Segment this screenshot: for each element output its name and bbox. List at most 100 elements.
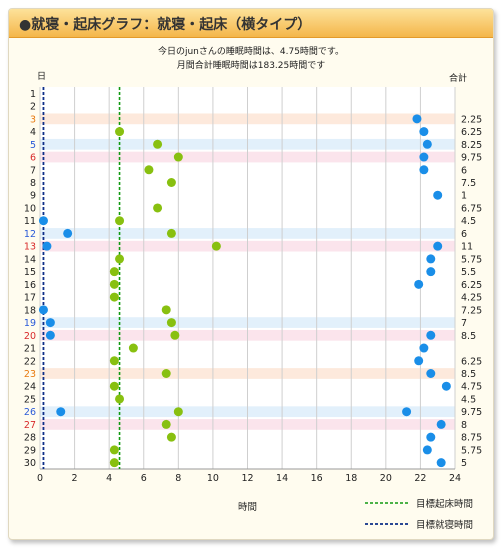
day-label: 22	[24, 356, 36, 367]
day-total-label: 5.75	[461, 254, 482, 265]
day-label: 17	[24, 293, 36, 304]
sleep-point	[412, 114, 422, 124]
day-label: 14	[24, 254, 36, 265]
wake-point	[109, 356, 119, 366]
day-label: 8	[30, 178, 36, 189]
x-tick-label: 6	[141, 473, 147, 484]
day-label: 5	[30, 140, 36, 151]
wake-point	[170, 330, 180, 340]
day-label: 23	[24, 369, 36, 380]
wake-point	[166, 178, 176, 187]
wake-point	[161, 419, 171, 429]
wake-point	[161, 305, 171, 315]
x-tick-label: 18	[345, 473, 357, 484]
day-total-label: 5.5	[461, 267, 476, 278]
sleep-point	[45, 318, 55, 328]
day-total-label: 7	[461, 318, 467, 329]
day-total-label: 8.5	[461, 369, 476, 380]
wake-point	[115, 394, 125, 404]
day-total-label: 11	[461, 242, 473, 253]
x-tick-label: 22	[414, 473, 426, 484]
day-label: 7	[30, 165, 36, 176]
day-label: 15	[24, 267, 36, 278]
sleep-point	[419, 165, 429, 175]
day-label: 25	[24, 394, 36, 405]
sleep-point	[426, 267, 436, 277]
day-label: 20	[24, 331, 36, 342]
day-label: 27	[24, 420, 36, 431]
day-total-label: 8.75	[461, 433, 482, 444]
wake-point	[173, 152, 183, 162]
sleep-today-summary: 今日のjunさんの睡眠時間は、4.75時間です。	[157, 47, 345, 57]
sleep-point	[433, 241, 443, 251]
day-label: 26	[24, 407, 36, 418]
day-total-label: 8.25	[461, 140, 482, 151]
wake-point	[109, 381, 119, 391]
sleep-point	[42, 241, 52, 251]
sleep-point	[38, 305, 48, 315]
x-tick-label: 20	[380, 473, 392, 484]
day-label: 30	[24, 458, 36, 469]
day-label: 24	[24, 382, 36, 393]
day-label: 29	[24, 445, 36, 456]
sleep-point	[441, 381, 451, 391]
wake-point	[166, 228, 176, 238]
day-label: 18	[24, 305, 36, 316]
day-label: 21	[24, 344, 36, 355]
day-total-label: 6.75	[461, 203, 482, 214]
day-total-label: 6	[461, 165, 467, 176]
sleep-point	[56, 407, 66, 417]
wake-point	[211, 241, 221, 251]
day-label: 16	[24, 280, 36, 291]
wake-point	[128, 343, 138, 353]
sleep-point	[414, 279, 424, 289]
wake-point	[161, 369, 171, 378]
day-total-label: 4.25	[461, 293, 482, 304]
day-total-label: 5	[461, 458, 467, 469]
monthly-total-summary: 月間合計睡眠時間は183.25時間です	[176, 61, 326, 71]
x-tick-label: 14	[276, 473, 288, 484]
wake-point	[109, 292, 119, 302]
wake-point	[115, 254, 125, 264]
day-label: 4	[30, 127, 36, 138]
sleep-point	[419, 152, 429, 162]
wake-point	[115, 127, 125, 137]
wake-point	[173, 407, 183, 417]
day-label: 13	[24, 242, 36, 253]
wake-point	[166, 318, 176, 328]
wake-point	[109, 458, 119, 468]
x-tick-label: 2	[72, 473, 78, 484]
x-tick-label: 8	[175, 473, 181, 484]
sleep-point	[402, 407, 412, 417]
sleep-point	[422, 445, 432, 455]
day-label: 9	[30, 191, 36, 202]
day-total-label: 4.5	[461, 394, 476, 405]
sleep-point	[419, 127, 429, 137]
x-tick-label: 12	[241, 473, 253, 484]
day-label: 10	[24, 203, 36, 214]
sleep-point	[436, 419, 446, 429]
day-total-label: 6.25	[461, 280, 482, 291]
wake-point	[109, 279, 119, 289]
day-total-label: 9.75	[461, 153, 482, 164]
page-title: ●就寝・起床グラフ：就寝・起床（横タイプ）	[19, 17, 312, 33]
day-total-label: 8.5	[461, 331, 476, 342]
day-label: 2	[30, 102, 36, 113]
sleep-point	[63, 228, 73, 238]
legend-sleep-label: 目標就寝時間	[416, 519, 473, 531]
day-total-label: 4.5	[461, 216, 476, 227]
sleep-point	[426, 369, 436, 378]
day-label: 11	[24, 216, 36, 227]
x-axis-label: 時間	[238, 502, 257, 513]
sleep-point	[433, 190, 443, 200]
sleep-point	[38, 216, 48, 226]
day-total-label: 6.25	[461, 356, 482, 367]
day-label: 3	[30, 114, 36, 125]
wake-point	[153, 203, 163, 213]
wake-point	[109, 445, 119, 455]
wake-point	[109, 267, 119, 277]
sleep-point	[426, 432, 436, 442]
wake-point	[144, 165, 154, 175]
wake-point	[166, 432, 176, 442]
